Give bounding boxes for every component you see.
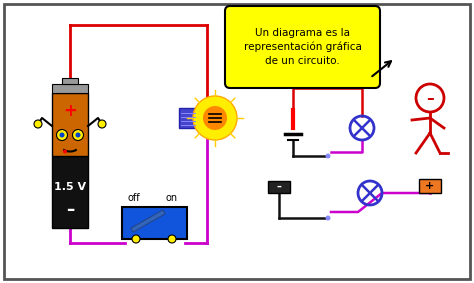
Text: +: + xyxy=(63,102,77,120)
Circle shape xyxy=(203,106,227,130)
Text: –: – xyxy=(426,91,434,106)
Circle shape xyxy=(63,149,67,153)
Circle shape xyxy=(168,235,176,243)
Text: off: off xyxy=(128,193,140,203)
Bar xyxy=(62,78,78,84)
Bar xyxy=(52,156,88,228)
Bar xyxy=(52,93,88,156)
Bar xyxy=(52,84,88,93)
Bar xyxy=(122,207,187,239)
Circle shape xyxy=(34,120,42,128)
Text: 1.5 V: 1.5 V xyxy=(54,183,86,192)
Text: –: – xyxy=(66,201,74,219)
Text: on: on xyxy=(166,193,178,203)
Circle shape xyxy=(326,215,330,220)
Text: Un diagrama es la
representación gráfica
de un circuito.: Un diagrama es la representación gráfica… xyxy=(244,28,362,67)
Circle shape xyxy=(75,132,81,138)
Circle shape xyxy=(193,96,237,140)
Bar xyxy=(179,108,197,128)
Bar xyxy=(419,179,441,193)
Circle shape xyxy=(60,132,64,138)
Circle shape xyxy=(73,130,83,140)
Circle shape xyxy=(56,130,67,140)
Text: +: + xyxy=(425,181,435,191)
Circle shape xyxy=(98,120,106,128)
FancyBboxPatch shape xyxy=(225,6,380,88)
Text: –: – xyxy=(276,182,282,192)
Bar xyxy=(268,181,290,193)
Circle shape xyxy=(326,153,330,158)
Circle shape xyxy=(132,235,140,243)
